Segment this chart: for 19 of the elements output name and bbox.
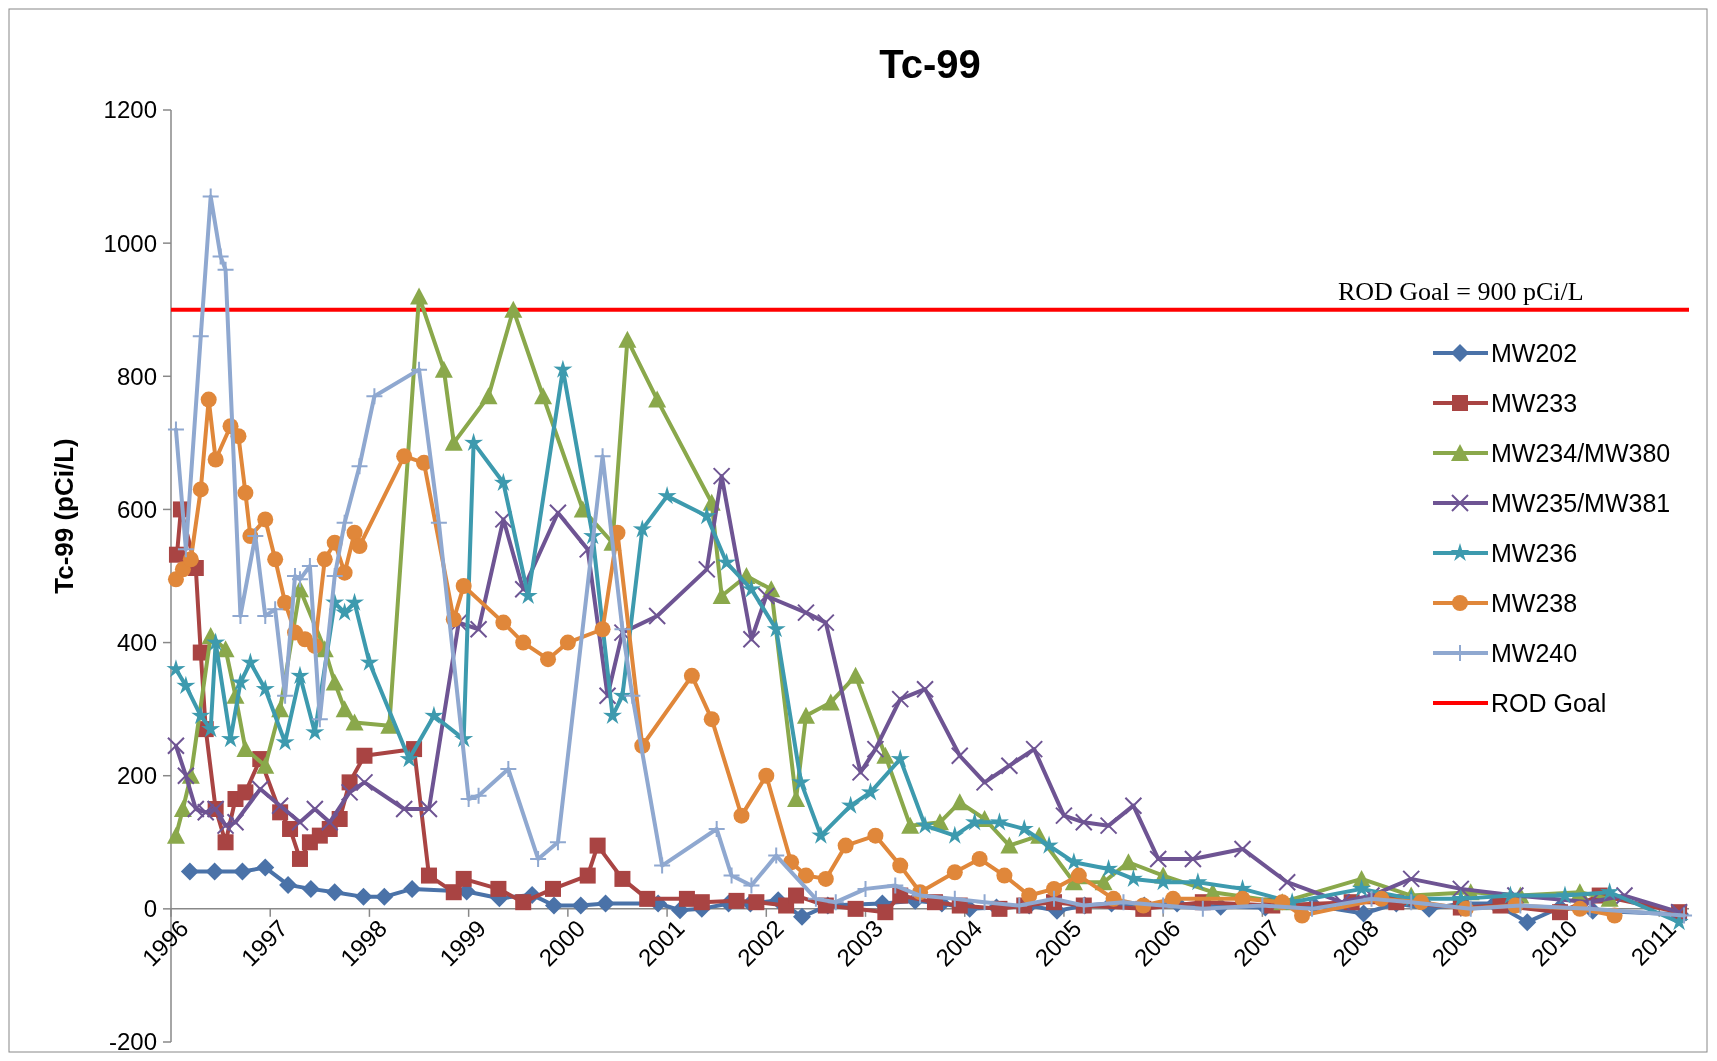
legend-label: MW236 [1491, 538, 1578, 567]
y-tick-label: 800 [116, 362, 157, 390]
y-tick-label: 600 [116, 495, 157, 523]
legend-label: MW235/MW381 [1491, 488, 1671, 517]
y-axis-title: Tc-99 (pCi/L) [49, 438, 79, 594]
y-tick-label: -200 [108, 1028, 157, 1056]
y-tick-label: 1200 [103, 96, 157, 124]
y-tick-label: 0 [143, 895, 157, 923]
legend-label: MW234/MW380 [1491, 438, 1671, 467]
annotation: ROD Goal = 900 pCi/L [1337, 276, 1584, 306]
y-tick-label: 200 [116, 762, 157, 790]
y-tick-label: 400 [116, 628, 157, 656]
legend-label: MW202 [1491, 338, 1578, 367]
legend-label: ROD Goal [1491, 688, 1607, 717]
legend-label: MW238 [1491, 588, 1578, 617]
chart-title: Tc-99 [879, 42, 981, 86]
y-tick-label: 1000 [103, 229, 157, 257]
legend-label: MW233 [1491, 388, 1578, 417]
legend-label: MW240 [1491, 638, 1578, 667]
